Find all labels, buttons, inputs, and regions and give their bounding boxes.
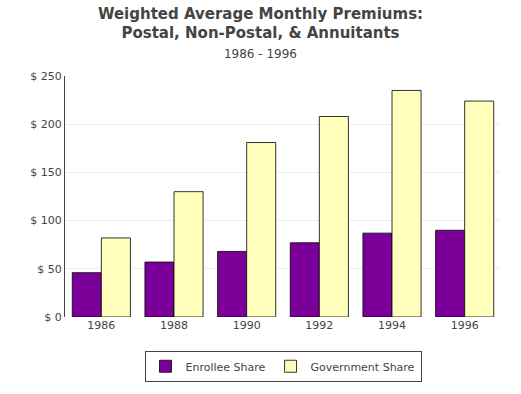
svg-text:1996: 1996 — [451, 319, 479, 332]
svg-text:$ 50: $ 50 — [37, 263, 62, 276]
svg-text:1992: 1992 — [305, 319, 333, 332]
svg-text:1988: 1988 — [160, 319, 188, 332]
svg-text:$ 150: $ 150 — [30, 166, 62, 179]
svg-text:1990: 1990 — [233, 319, 261, 332]
svg-text:$ 200: $ 200 — [30, 118, 62, 131]
svg-text:$ 250: $ 250 — [30, 70, 62, 83]
svg-text:Weighted Average Monthly Premi: Weighted Average Monthly Premiums:Postal… — [98, 5, 423, 61]
svg-text:$ 100: $ 100 — [30, 214, 62, 227]
svg-text:$ 0: $ 0 — [44, 311, 62, 324]
svg-text:Government Share: Government Share — [311, 361, 415, 374]
svg-text:Enrollee Share: Enrollee Share — [186, 361, 266, 374]
svg-text:1986: 1986 — [87, 319, 115, 332]
svg-text:1994: 1994 — [378, 319, 406, 332]
